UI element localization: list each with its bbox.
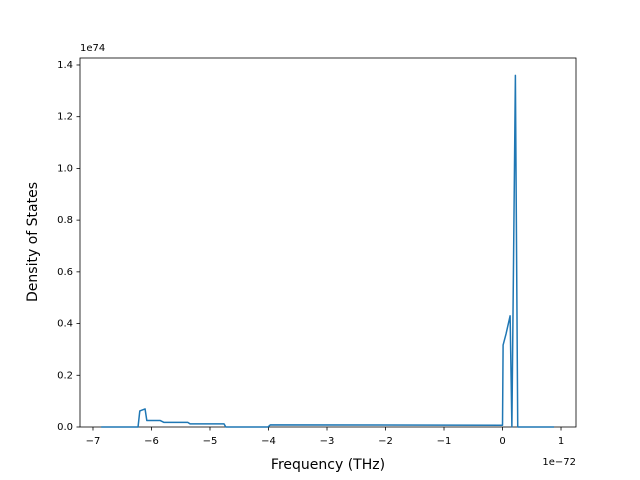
x-tick-label: −1 [437,436,452,447]
y-axis-label: Density of States [25,182,41,302]
y-tick-label: 1.2 [57,112,73,123]
x-axis-label: Frequency (THz) [271,457,385,473]
x-tick-label: −6 [144,436,159,447]
y-tick-label: 0.6 [57,267,73,278]
line-series [101,74,555,428]
x-tick-label: −4 [261,436,276,447]
y-tick-label: 0.2 [57,370,73,381]
y-tick-label: 1.0 [57,163,73,174]
x-tick-label: 0 [499,436,505,447]
x-offset-label: 1e−72 [542,457,576,468]
x-tick-label: −7 [86,436,101,447]
y-tick-label: 1.4 [57,60,73,71]
x-tick-label: 1 [558,436,564,447]
y-tick-label: 0.8 [57,215,73,226]
plot-frame [79,57,577,428]
x-tick-label: −5 [203,436,218,447]
y-offset-label: 1e74 [80,43,105,54]
y-tick-label: 0.4 [57,319,73,330]
y-tick-label: 0.0 [57,422,73,433]
x-tick-label: −3 [320,436,335,447]
x-tick-label: −2 [378,436,393,447]
